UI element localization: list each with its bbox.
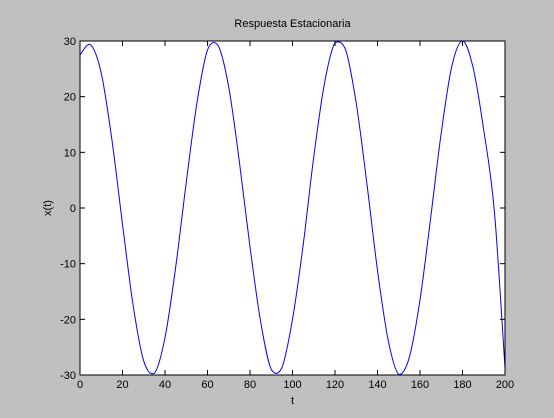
x-tick-label: 20	[116, 379, 128, 391]
x-tick-label: 60	[201, 379, 213, 391]
x-tick-label: 40	[159, 379, 171, 391]
x-axis-label: t	[291, 395, 294, 407]
chart-title: Respuesta Estacionaria	[234, 18, 351, 30]
y-axis-label: x(t)	[42, 200, 54, 216]
x-tick-label: 80	[244, 379, 256, 391]
y-tick-label: 30	[64, 36, 76, 48]
x-tick-label: 100	[283, 379, 301, 391]
plot-area	[80, 41, 505, 375]
y-tick-label: 0	[70, 203, 76, 215]
y-tick-label: -30	[60, 370, 76, 382]
x-tick-label: 120	[326, 379, 344, 391]
y-tick-label: -20	[60, 314, 76, 326]
x-tick-label: 180	[453, 379, 471, 391]
x-tick-label: 160	[411, 379, 429, 391]
x-tick-label: 0	[77, 379, 83, 391]
y-tick-label: -10	[60, 259, 76, 271]
y-tick-label: 20	[64, 92, 76, 104]
y-tick-label: 10	[64, 147, 76, 159]
series-line-0	[79, 40, 506, 375]
x-tick-label: 200	[496, 379, 514, 391]
x-tick-label: 140	[368, 379, 386, 391]
